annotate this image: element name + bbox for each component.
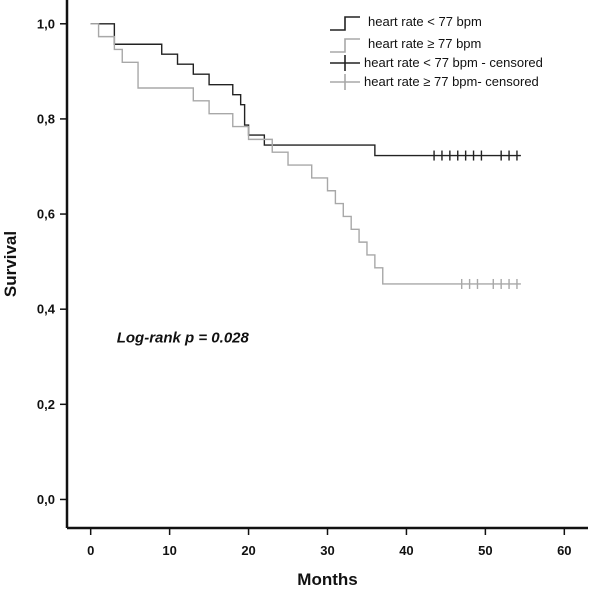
y-tick-label: 0,4	[37, 302, 56, 317]
y-tick-label: 0,2	[37, 397, 55, 412]
x-tick-label: 0	[87, 543, 94, 558]
y-tick-label: 0,6	[37, 207, 55, 222]
series-layer	[90, 23, 521, 289]
x-tick-label: 20	[241, 543, 255, 558]
legend-item-low-hr-censored: heart rate < 77 bpm - censored	[330, 55, 543, 71]
legend-item-high-hr: heart rate ≥ 77 bpm	[330, 36, 481, 53]
survival-curve-low-hr	[90, 23, 521, 157]
x-tick-label: 10	[162, 543, 176, 558]
legend-label-low-hr-censored: heart rate < 77 bpm - censored	[364, 55, 543, 70]
legend-item-low-hr: heart rate < 77 bpm	[330, 14, 482, 31]
y-tick-label: 0,0	[37, 492, 55, 507]
survival-curve-high-hr	[90, 23, 521, 285]
legend-censor-symbol-high-hr	[330, 74, 360, 90]
x-tick-label: 40	[399, 543, 413, 558]
legend-censor-symbol-low-hr	[330, 55, 360, 71]
legend-item-high-hr-censored: heart rate ≥ 77 bpm- censored	[330, 74, 539, 90]
legend-step-symbol-high-hr	[330, 38, 360, 53]
x-tick-label: 60	[557, 543, 571, 558]
y-tick-label: 1,0	[37, 16, 55, 31]
log-rank-annotation: Log-rank p = 0.028	[117, 329, 250, 346]
legend-label-high-hr: heart rate ≥ 77 bpm	[368, 36, 481, 51]
x-tick-label: 30	[320, 543, 334, 558]
x-ticks: 0 10 20 30 40 50 60	[87, 528, 572, 558]
y-axis-title: Survival	[1, 231, 20, 297]
x-tick-label: 50	[478, 543, 492, 558]
legend-step-symbol-low-hr	[330, 16, 360, 31]
legend-label-low-hr: heart rate < 77 bpm	[368, 14, 482, 29]
y-tick-label: 0,8	[37, 111, 55, 126]
legend-label-high-hr-censored: heart rate ≥ 77 bpm- censored	[364, 74, 539, 89]
x-axis-title: Months	[297, 570, 357, 589]
y-ticks: 0,0 0,2 0,4 0,6 0,8 1,0	[37, 16, 67, 507]
legend: heart rate < 77 bpm heart rate ≥ 77 bpm …	[330, 14, 543, 90]
